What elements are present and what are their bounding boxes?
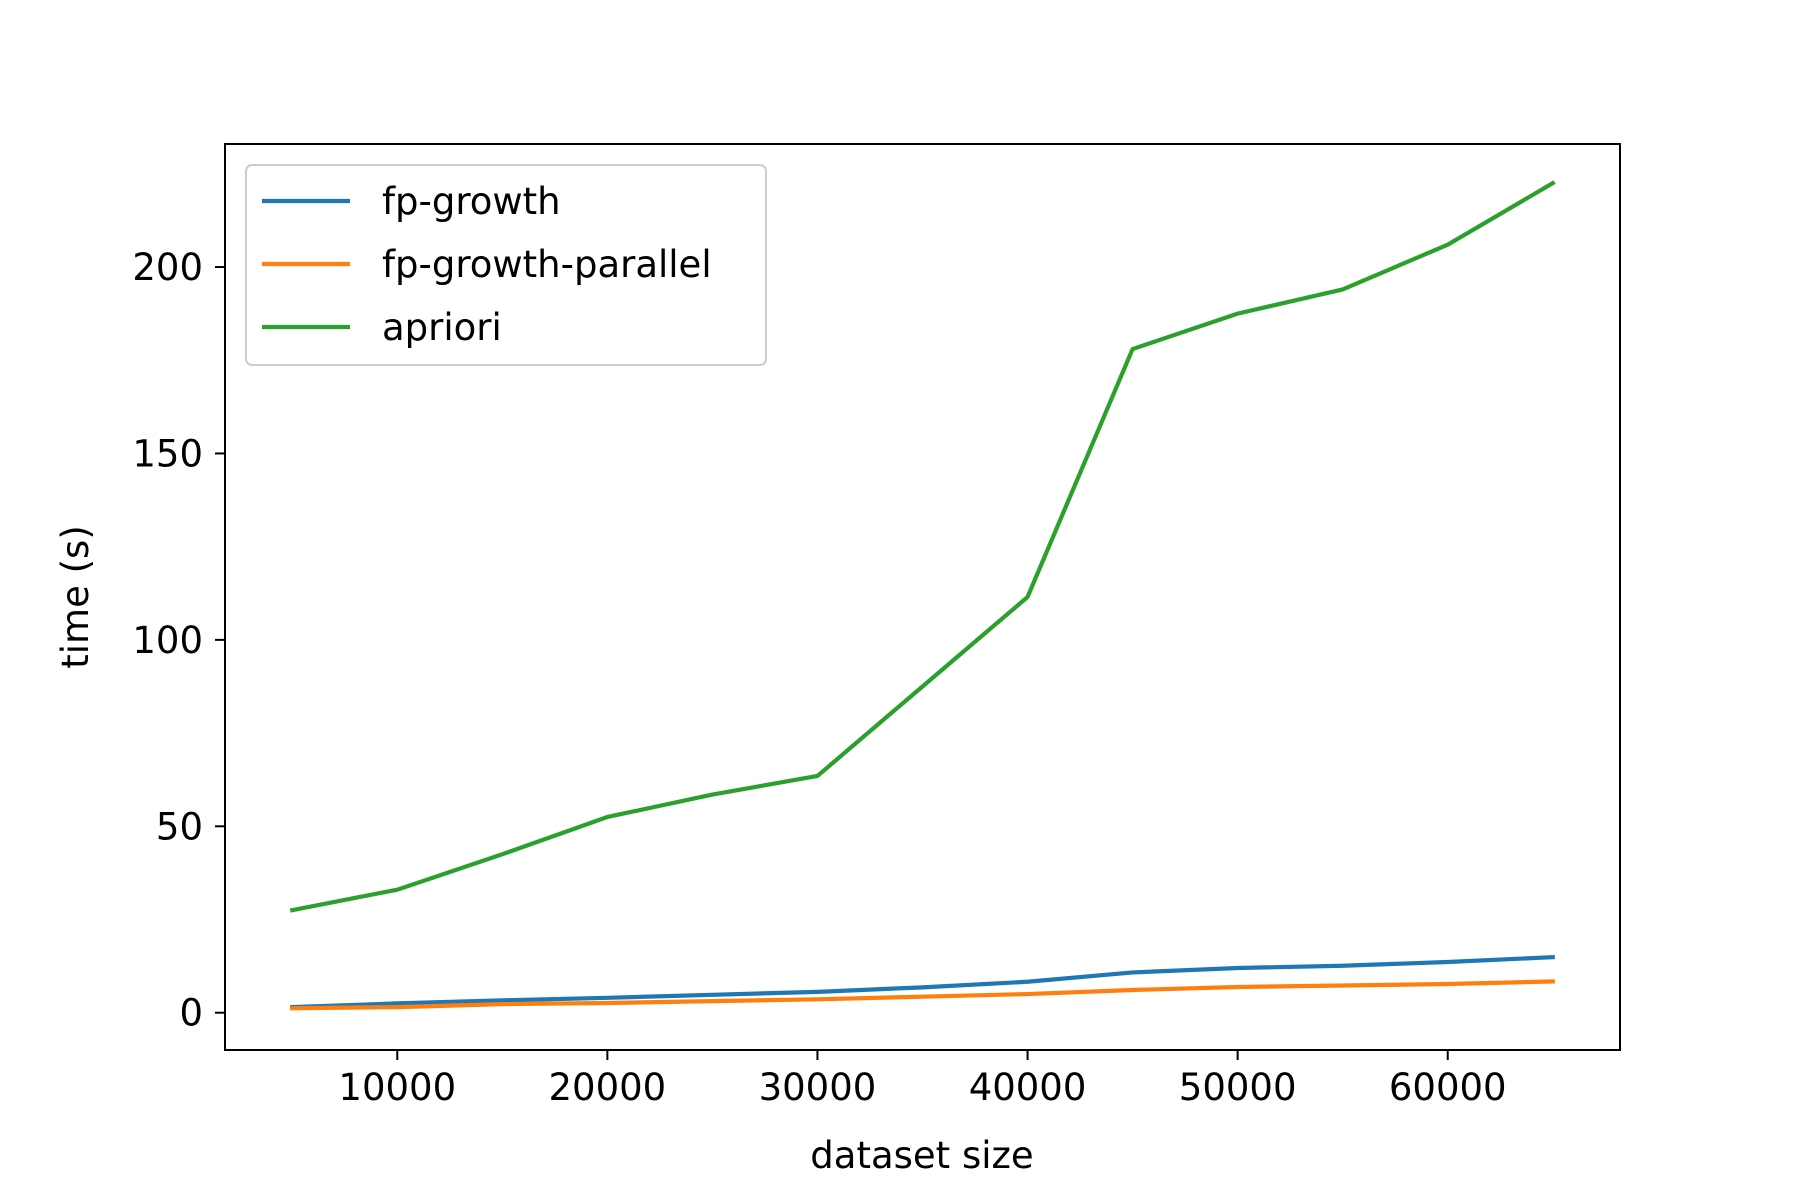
y-axis: 0 50 100 150 200 <box>132 246 225 1035</box>
legend-items: fp-growth fp-growth-parallel apriori <box>262 180 712 349</box>
x-axis-label: dataset size <box>810 1134 1033 1177</box>
x-tick-label: 30000 <box>759 1066 877 1109</box>
legend-label-fp-growth: fp-growth <box>382 180 561 223</box>
series-line-fp-growth <box>290 954 1555 1010</box>
series-layer <box>289 180 1556 1011</box>
y-tick-label: 100 <box>132 619 203 662</box>
legend-box <box>245 164 767 366</box>
y-axis-label: time (s) <box>54 525 97 669</box>
legend-label-fp-growth-parallel: fp-growth-parallel <box>382 243 712 286</box>
series-line-apriori <box>289 180 1556 913</box>
x-tick-label: 50000 <box>1179 1066 1297 1109</box>
series-line-fp-growth-parallel <box>290 979 1555 1011</box>
x-tick-label: 60000 <box>1389 1066 1507 1109</box>
y-tick-label: 200 <box>132 246 203 289</box>
plot-frame <box>224 143 1621 1051</box>
x-tick-label: 20000 <box>549 1066 667 1109</box>
x-tick-label: 40000 <box>969 1066 1087 1109</box>
y-tick-label: 0 <box>179 992 203 1035</box>
legend-label-apriori: apriori <box>382 306 502 349</box>
y-tick-label: 50 <box>156 805 203 848</box>
y-tick-label: 150 <box>132 432 203 475</box>
x-tick-label: 10000 <box>338 1066 456 1109</box>
legend: fp-growth fp-growth-parallel apriori <box>245 164 767 366</box>
x-axis: 10000 20000 30000 40000 50000 60000 <box>338 1050 1507 1109</box>
